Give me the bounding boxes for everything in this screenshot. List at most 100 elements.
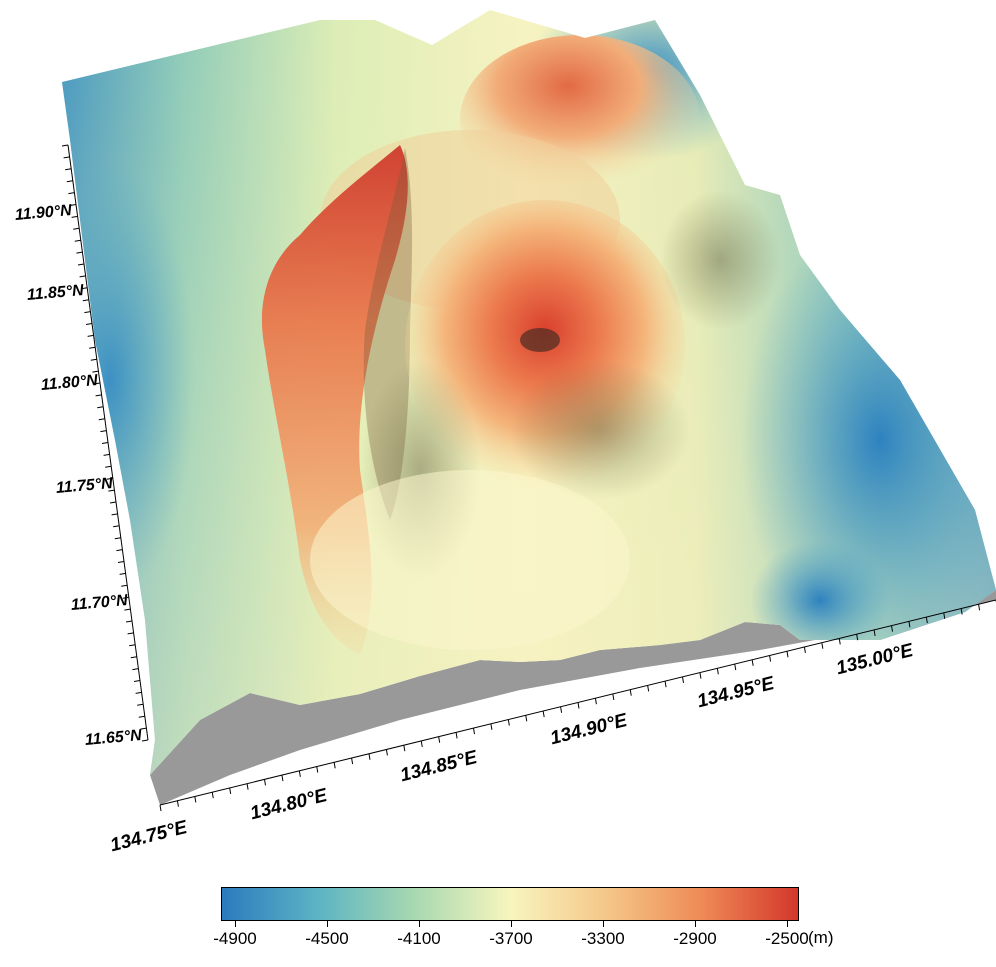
latitude-label: 11.90°N	[14, 202, 73, 224]
colorbar-tick	[787, 921, 788, 927]
lat-tick	[95, 394, 102, 397]
lon-tick	[664, 681, 667, 688]
lon-tick	[577, 702, 580, 709]
lon-tick	[490, 723, 493, 730]
latitude-label: 11.75°N	[55, 475, 114, 497]
longitude-label: 134.80°E	[248, 785, 330, 825]
colorbar-tick-label: -2900	[673, 929, 717, 948]
lat-tick	[92, 370, 99, 373]
colorbar-tick	[235, 921, 236, 927]
lat-tick	[132, 668, 139, 671]
lat-tick	[93, 382, 101, 385]
latitude-label: 11.80°N	[40, 372, 99, 394]
lon-tick	[298, 770, 301, 777]
latitude-label: 11.70°N	[70, 592, 129, 614]
lon-tick	[176, 800, 179, 807]
lat-tick	[119, 572, 126, 575]
lat-tick	[124, 608, 131, 611]
lat-tick	[74, 239, 81, 242]
longitude-axis	[159, 599, 996, 812]
lat-tick	[103, 453, 110, 456]
longitude-label: 134.90°E	[548, 710, 630, 750]
lon-tick	[316, 766, 319, 773]
lat-tick	[141, 739, 149, 742]
lon-tick	[594, 698, 597, 705]
lat-tick	[66, 180, 73, 183]
lat-tick	[61, 144, 69, 147]
lon-tick	[838, 638, 841, 645]
lat-tick	[85, 323, 93, 325]
lat-tick	[133, 680, 141, 682]
lat-tick	[89, 346, 96, 349]
colorbar-tick-label: -4900	[213, 929, 257, 948]
lat-tick	[90, 358, 97, 361]
lon-tick	[716, 668, 719, 675]
latitude-axis	[61, 144, 149, 742]
lat-tick	[73, 227, 80, 230]
lon-tick	[891, 625, 893, 632]
lat-tick	[121, 584, 128, 587]
lat-tick	[127, 632, 134, 635]
lat-tick	[63, 156, 70, 159]
lat-tick	[98, 418, 105, 421]
lon-tick	[194, 796, 197, 803]
lon-tick	[978, 604, 981, 611]
lat-tick	[140, 727, 147, 730]
block-side-wall	[150, 590, 996, 805]
lat-tick	[129, 644, 136, 647]
lon-tick	[647, 685, 650, 692]
lat-tick	[84, 311, 91, 314]
lat-tick	[65, 168, 72, 171]
lon-tick	[856, 634, 859, 641]
lat-tick	[71, 215, 78, 218]
lat-tick	[82, 299, 89, 302]
lon-tick	[960, 608, 963, 615]
lat-tick	[97, 406, 104, 409]
lon-tick	[786, 651, 789, 658]
lat-tick	[106, 477, 113, 480]
lat-tick	[79, 275, 86, 278]
lon-tick	[507, 719, 510, 726]
lon-tick	[368, 753, 371, 760]
lat-tick	[100, 430, 107, 433]
lon-tick	[246, 783, 249, 790]
lon-tick	[734, 663, 737, 671]
lat-tick	[137, 703, 144, 706]
latitude-label: 11.85°N	[26, 282, 85, 304]
colorbar-tick	[603, 921, 604, 927]
lat-tick	[76, 251, 83, 254]
lat-tick	[111, 513, 118, 516]
lon-tick	[385, 749, 388, 756]
lon-tick	[351, 757, 354, 765]
lon-tick	[943, 612, 946, 619]
lon-tick	[211, 792, 214, 799]
colorbar-tick-label: -3700	[489, 929, 533, 948]
colorbar-tick-label: -4500	[305, 929, 349, 948]
lat-tick	[87, 334, 94, 337]
lon-tick	[525, 715, 528, 722]
lon-tick	[420, 740, 423, 748]
lon-tick	[769, 655, 772, 662]
colorbar-tick-label: -3300	[581, 929, 625, 948]
lon-tick	[455, 732, 458, 739]
colorbar-tick	[327, 921, 328, 927]
lon-tick	[751, 659, 754, 666]
lat-tick	[135, 691, 142, 694]
lon-tick	[699, 672, 702, 679]
lat-tick	[117, 561, 125, 563]
lat-tick	[138, 715, 145, 718]
lon-tick	[925, 617, 928, 624]
lon-tick	[542, 710, 545, 718]
lat-tick	[108, 489, 115, 492]
lon-tick	[821, 642, 824, 649]
longitude-label: 134.85°E	[398, 747, 480, 787]
colorbar-tick-label: -2500	[765, 929, 809, 948]
colorbar-unit: (m)	[808, 928, 834, 947]
lon-tick	[473, 728, 475, 735]
lat-tick	[114, 537, 121, 540]
lon-tick	[264, 779, 266, 786]
longitude-label: 134.75°E	[108, 817, 190, 857]
latitude-label: 11.65°N	[84, 727, 143, 749]
lon-tick	[612, 693, 615, 701]
